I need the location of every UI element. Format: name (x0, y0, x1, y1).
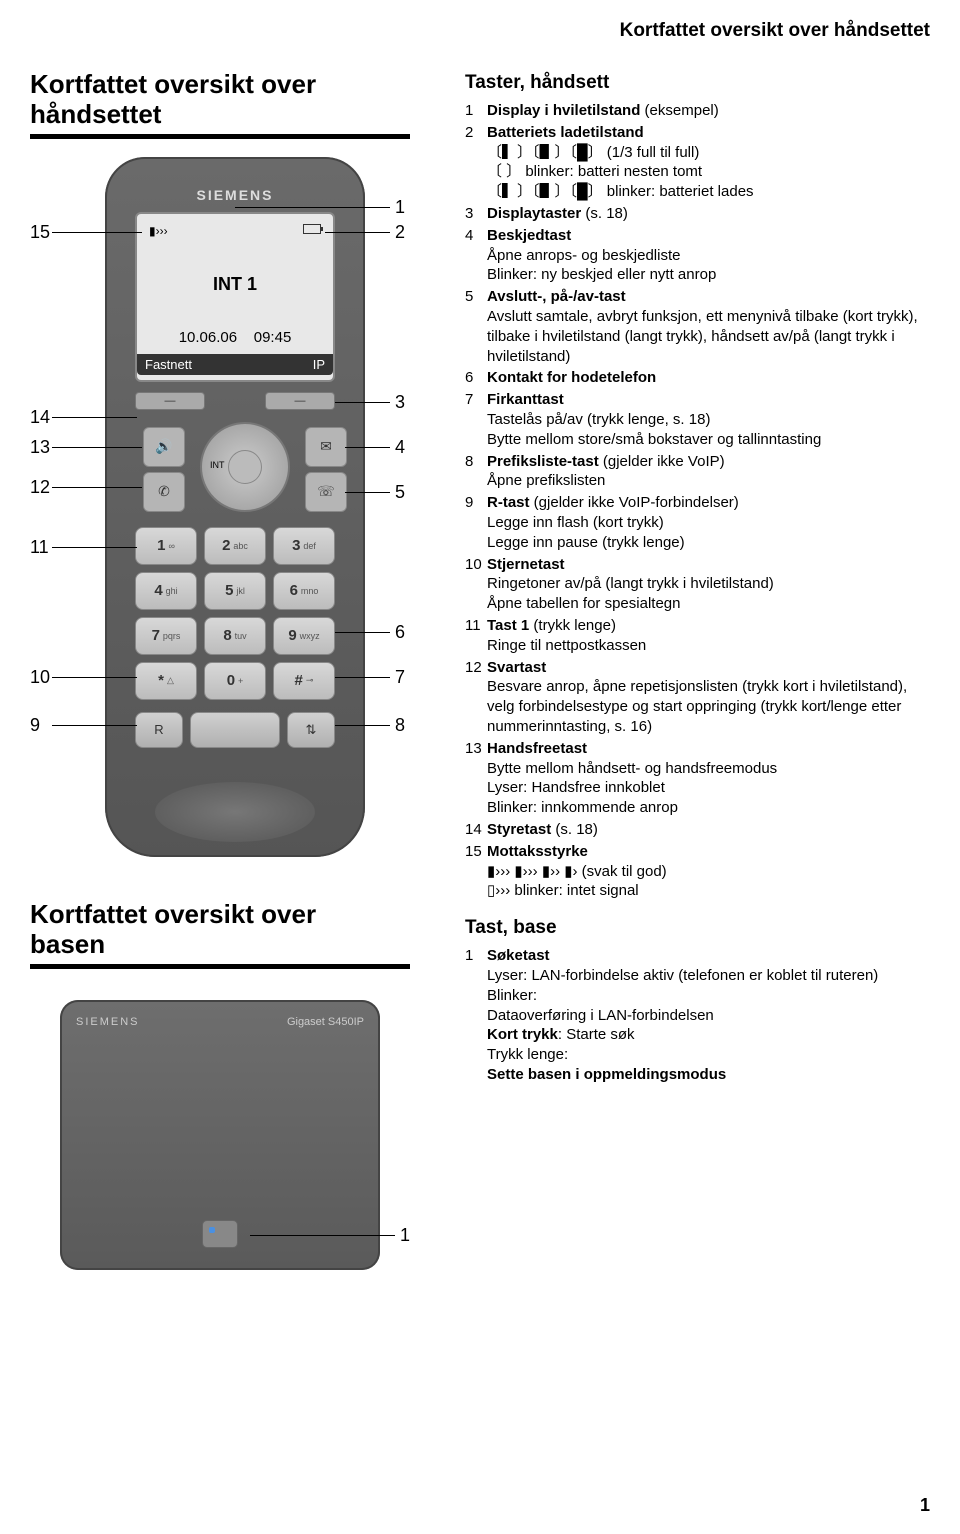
key-item-3: 3Displaytaster (s. 18) (465, 204, 930, 224)
right-column: Taster, håndsett 1Display i hviletilstan… (465, 70, 930, 1087)
key-2[interactable]: 2abc (204, 527, 266, 565)
callout-5: 5 (395, 482, 405, 503)
prefix-key[interactable]: ⇅ (287, 712, 335, 748)
nav-pad[interactable]: INT (200, 422, 290, 512)
talk-button[interactable]: ✆ (143, 472, 185, 512)
callout-13: 13 (30, 437, 50, 458)
nav-int-label: INT (210, 460, 225, 470)
key-*[interactable]: *△ (135, 662, 197, 700)
page-number: 1 (920, 1495, 930, 1516)
callout-8: 8 (395, 715, 405, 736)
end-button[interactable]: ☏ (305, 472, 347, 512)
phone-diagram: SIEMENS ▮››› INT 1 10.06.06 09:45 Fastne… (30, 157, 450, 887)
handset-illustration: SIEMENS ▮››› INT 1 10.06.06 09:45 Fastne… (105, 157, 365, 857)
key-item-11: 11Tast 1 (trykk lenge)Ringe til nettpost… (465, 616, 930, 656)
title-underline (30, 134, 410, 139)
page-header: Kortfattet oversikt over håndsettet (620, 20, 930, 42)
r-key[interactable]: R (135, 712, 183, 748)
key-item-2: 2Batteriets ladetilstand〔▍〕〔▋〕〔█〕 (1/3 f… (465, 123, 930, 202)
key-item-9: 9R-tast (gjelder ikke VoIP-forbindelser)… (465, 493, 930, 552)
callout-12: 12 (30, 477, 50, 498)
callout-11: 11 (30, 537, 49, 558)
base-item-1: 1SøketastLyser: LAN-forbindelse aktiv (t… (465, 946, 930, 1085)
title-base: Kortfattet oversikt over basen (30, 900, 410, 969)
key-item-1: 1Display i hviletilstand (eksempel) (465, 101, 930, 121)
base-illustration: SIEMENS Gigaset S450IP (60, 1000, 380, 1270)
handset-key-list: 1Display i hviletilstand (eksempel)2Batt… (465, 101, 930, 901)
key-item-8: 8Prefiksliste-tast (gjelder ikke VoIP)Åp… (465, 452, 930, 492)
callout-15: 15 (30, 222, 50, 243)
title-handset: Kortfattet oversikt over håndsettet (30, 70, 450, 139)
callout-7: 7 (395, 667, 405, 688)
key-6[interactable]: 6mno (273, 572, 335, 610)
key-item-13: 13HandsfreetastBytte mellom håndsett- og… (465, 739, 930, 818)
signal-icon: ▮››› (149, 224, 168, 238)
base-brand: SIEMENS (76, 1016, 140, 1028)
screen-date: 10.06.06 (179, 329, 237, 346)
softlabel-right: IP (313, 357, 325, 372)
key-1[interactable]: 1∞ (135, 527, 197, 565)
callout-10: 10 (30, 667, 50, 688)
softkey-left[interactable]: — (135, 392, 205, 410)
callout-1: 1 (395, 197, 405, 218)
key-item-6: 6Kontakt for hodetelefon (465, 368, 930, 388)
heading-key-base: Tast, base (465, 915, 930, 940)
key-item-5: 5Avslutt-, på-/av-tastAvslutt samtale, a… (465, 287, 930, 366)
base-model: Gigaset S450IP (287, 1016, 364, 1028)
base-paging-button[interactable] (202, 1220, 238, 1248)
callout-3: 3 (395, 392, 405, 413)
callout-14: 14 (30, 407, 50, 428)
key-0[interactable]: 0+ (204, 662, 266, 700)
screen-time: 09:45 (254, 329, 292, 346)
base-callout-1: 1 (400, 1225, 410, 1246)
keypad: 1∞2abc3def 4ghi5jkl6mno 7pqrs8tuv9wxyz *△0+… (135, 527, 335, 700)
key-3[interactable]: 3def (273, 527, 335, 565)
key-item-10: 10StjernetastRingetoner av/på (langt try… (465, 555, 930, 614)
bottom-row: R ⇅ (135, 712, 335, 748)
battery-icon (303, 224, 321, 234)
phone-screen: ▮››› INT 1 10.06.06 09:45 Fastnett IP (135, 212, 335, 382)
title2-underline (30, 964, 410, 969)
title1-line2: håndsettet (30, 99, 161, 129)
key-item-4: 4BeskjedtastÅpne anrops- og beskjedliste… (465, 226, 930, 285)
callout-6: 6 (395, 622, 405, 643)
speaker-button[interactable]: 🔊 (143, 427, 185, 467)
key-9[interactable]: 9wxyz (273, 617, 335, 655)
phone-mic-area (155, 782, 315, 842)
key-item-14: 14Styretast (s. 18) (465, 820, 930, 840)
heading-keys-handset: Taster, håndsett (465, 70, 930, 95)
title2-line1: Kortfattet oversikt over (30, 899, 316, 929)
callout-4: 4 (395, 437, 405, 458)
key-4[interactable]: 4ghi (135, 572, 197, 610)
key-5[interactable]: 5jkl (204, 572, 266, 610)
key-item-12: 12SvartastBesvare anrop, åpne repetisjon… (465, 658, 930, 737)
base-key-list: 1SøketastLyser: LAN-forbindelse aktiv (t… (465, 946, 930, 1085)
callout-9: 9 (30, 715, 40, 736)
title2-line2: basen (30, 929, 105, 959)
key-8[interactable]: 8tuv (204, 617, 266, 655)
message-button[interactable]: ✉ (305, 427, 347, 467)
key-#[interactable]: #⊸ (273, 662, 335, 700)
spacer-key (190, 712, 280, 748)
key-item-7: 7FirkanttastTastelås på/av (trykk lenge,… (465, 390, 930, 449)
phone-brand: SIEMENS (105, 187, 365, 203)
left-column: Kortfattet oversikt over håndsettet SIEM… (30, 70, 450, 887)
nav-center[interactable] (228, 450, 262, 484)
screen-int-label: INT 1 (145, 274, 325, 295)
key-7[interactable]: 7pqrs (135, 617, 197, 655)
softlabel-left: Fastnett (145, 357, 192, 372)
callout-2: 2 (395, 222, 405, 243)
key-item-15: 15Mottaksstyrke▮››› ▮››› ▮›› ▮› (svak ti… (465, 842, 930, 901)
title1-line1: Kortfattet oversikt over (30, 69, 316, 99)
softkey-right[interactable]: — (265, 392, 335, 410)
